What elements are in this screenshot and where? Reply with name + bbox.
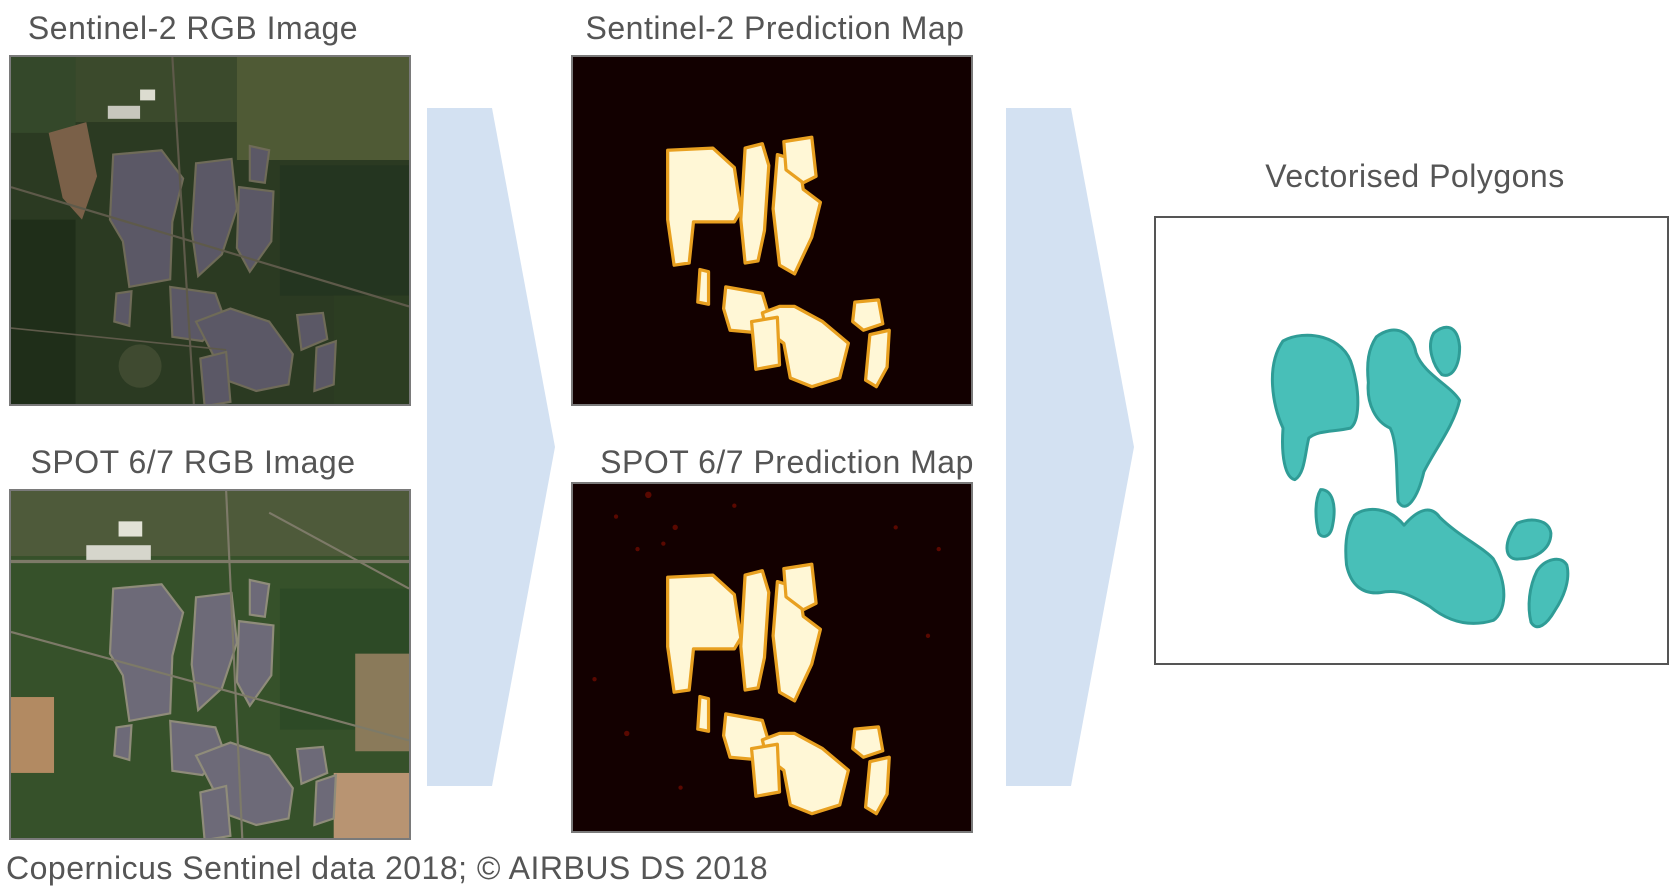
polygon-6: [1505, 518, 1553, 561]
polygon-7: [1527, 557, 1570, 629]
flow-arrow-1-shape: [427, 108, 555, 786]
polygon-2: [1366, 328, 1462, 508]
spot-rgb-label: SPOT 6/7 RGB Image: [30, 444, 356, 480]
flow-arrow-1: [427, 108, 555, 786]
sentinel2-prediction-map: [571, 55, 973, 406]
flow-arrow-2-shape: [1006, 108, 1134, 786]
spot-prediction-label: SPOT 6/7 Prediction Map: [600, 444, 974, 480]
sentinel2-rgb-label: Sentinel-2 RGB Image: [27, 10, 359, 46]
copyright-caption: Copernicus Sentinel data 2018; © AIRBUS …: [6, 850, 769, 886]
flow-arrow-2: [1006, 108, 1134, 786]
polygon-4: [1314, 488, 1336, 538]
spot-prediction-map: [571, 482, 973, 833]
polygon-5: [1344, 507, 1506, 625]
vectorised-polygons-label: Vectorised Polygons: [1265, 158, 1565, 194]
vectorised-polygons-panel: [1154, 216, 1669, 665]
sentinel2-prediction-label: Sentinel-2 Prediction Map: [585, 10, 965, 46]
sentinel2-rgb-image: [9, 55, 411, 406]
spot-rgb-image: [9, 489, 411, 840]
polygon-1: [1270, 333, 1360, 482]
polygon-3: [1429, 325, 1462, 377]
